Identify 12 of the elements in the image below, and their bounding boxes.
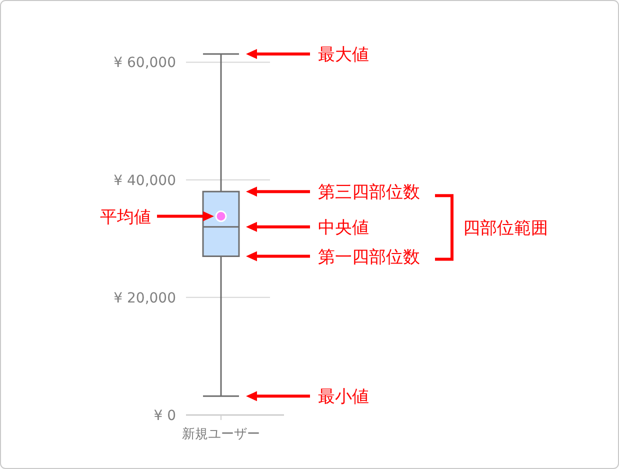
text: 四部位範囲 bbox=[463, 218, 548, 238]
text: 最小値 bbox=[318, 387, 369, 408]
text: 中央値 bbox=[318, 218, 369, 238]
y-tick-label: ¥ 0 bbox=[154, 408, 176, 424]
text: 第一四部位数 bbox=[318, 247, 420, 268]
y-tick-label: ¥ 40,000 bbox=[114, 172, 176, 189]
text: 平均値 bbox=[100, 207, 151, 228]
y-tick-label: ¥ 20,000 bbox=[114, 290, 176, 306]
text: 最大値 bbox=[318, 45, 369, 65]
y-tick-label: ¥ 60,000 bbox=[114, 55, 176, 72]
x-tick-label: 新規ユーザー bbox=[182, 427, 260, 442]
text: 第三四部位数 bbox=[318, 182, 420, 203]
